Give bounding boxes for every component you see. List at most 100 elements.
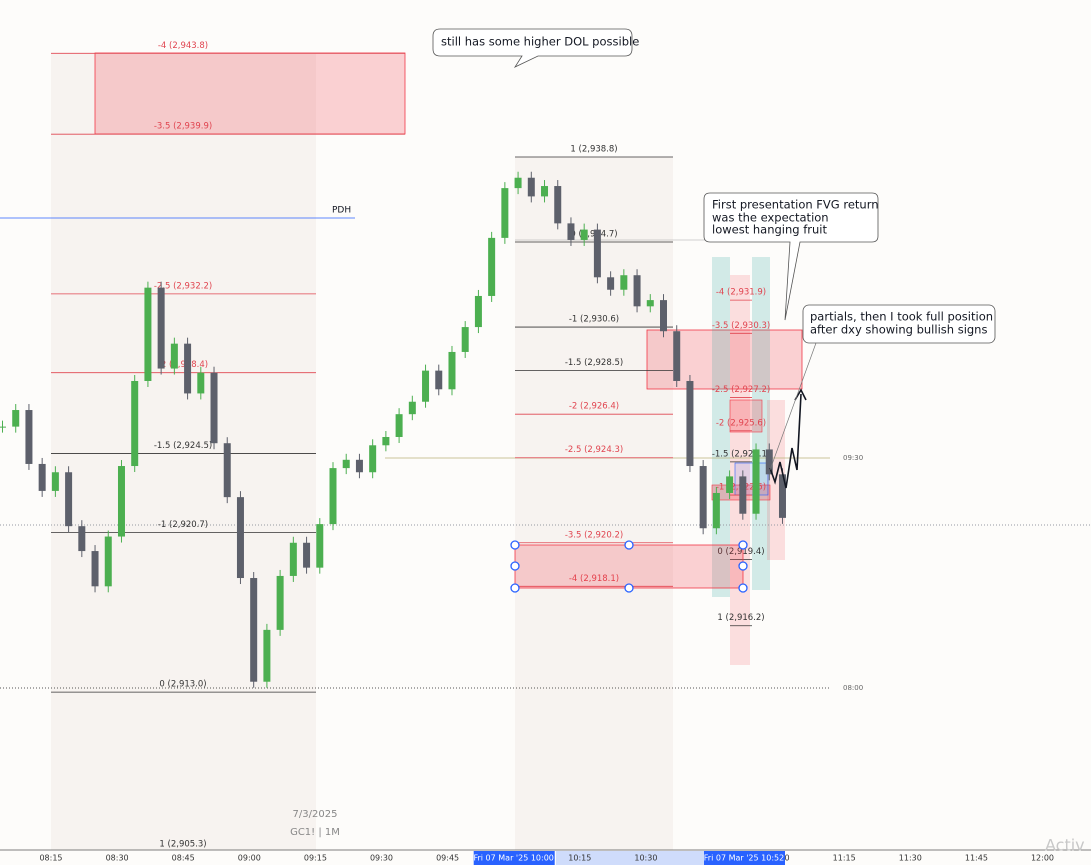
fib-label: 0 (2,913.0) <box>159 680 206 690</box>
candle-body <box>607 277 615 290</box>
candle-body <box>316 524 324 568</box>
candle-body <box>646 300 654 307</box>
fib-label: -1 (2,920.7) <box>158 520 208 530</box>
handle[interactable] <box>738 540 748 550</box>
candle-body <box>170 343 178 369</box>
handle[interactable] <box>510 540 520 550</box>
candle-body <box>541 186 549 197</box>
fib-label: -1 (2,930.6) <box>569 315 619 325</box>
fib-label: -2.5 (2,932.2) <box>154 281 212 291</box>
zone <box>94 52 406 135</box>
zone <box>729 399 763 433</box>
candle-body <box>448 351 456 390</box>
candle-body <box>765 449 773 475</box>
handle[interactable] <box>624 540 634 550</box>
time-label: 09:45 <box>436 854 459 863</box>
path-arrow <box>769 393 802 489</box>
handles <box>510 540 748 593</box>
candle-body <box>197 372 205 394</box>
fib-label: -3.5 (2,920.2) <box>565 530 623 540</box>
candle-body <box>236 497 244 579</box>
time-label: 09:00 <box>238 854 261 863</box>
time-label: 09:30 <box>370 854 393 863</box>
candle-body <box>474 295 482 328</box>
candle-body <box>699 466 707 529</box>
candle-body <box>712 492 720 529</box>
candle-body <box>382 436 390 446</box>
candle-body <box>752 449 760 514</box>
callout-pointer <box>769 342 817 471</box>
fib-label: -4 (2,918.1) <box>569 574 619 584</box>
session-label: 08:00 <box>843 684 863 692</box>
callout-text: was the expectation <box>712 211 829 225</box>
callout-box <box>432 28 633 68</box>
candle-body <box>78 526 86 552</box>
zone <box>646 329 803 390</box>
handle[interactable] <box>510 583 520 593</box>
candle-body <box>408 401 416 415</box>
callout-box <box>703 192 879 321</box>
candle-body <box>131 380 139 467</box>
handle[interactable] <box>510 561 520 571</box>
time-label: 08:30 <box>106 854 129 863</box>
time-label: 10:15 <box>568 854 591 863</box>
fib-label: 1 (2,905.3) <box>159 839 206 849</box>
candle-body <box>25 410 33 464</box>
candle-body <box>369 445 377 473</box>
candle-body <box>395 414 403 437</box>
candle-body <box>303 542 311 568</box>
fib-label: -1.5 (2,924.5) <box>154 441 212 451</box>
candle-body <box>778 474 786 518</box>
fib-label: -1.5 (2,924.1) <box>712 449 770 459</box>
footer-date: 7/3/2025 <box>293 809 338 820</box>
callout: partials, then I took full position afte… <box>769 304 996 471</box>
fib-label: 1 (2,938.8) <box>570 145 617 155</box>
callout-text: still has some higher DOL possible <box>441 35 639 49</box>
candle-body <box>276 575 284 630</box>
candle-body <box>117 466 125 537</box>
callout: First presentation FVG return was the ex… <box>703 192 879 321</box>
callout: still has some higher DOL possible <box>432 28 639 68</box>
candle-body <box>289 542 297 576</box>
candles <box>0 171 786 688</box>
fib-group: -4 (2,943.8) -3.5 (2,939.9) -2.5 (2,932.2)… <box>51 41 770 853</box>
candle-body <box>488 237 496 296</box>
candle-body <box>250 578 258 682</box>
fib-label: -3.5 (2,930.3) <box>712 321 770 331</box>
time-label: 08:45 <box>172 854 195 863</box>
fib-label: 0 (2,919.4) <box>717 547 764 557</box>
candle-body <box>673 331 681 381</box>
watermark: Activ <box>1045 836 1085 855</box>
time-label: 11:15 <box>833 854 856 863</box>
candle-body <box>580 229 588 240</box>
candle-body <box>660 300 667 332</box>
candle-body <box>567 223 575 240</box>
candle-body <box>554 186 562 224</box>
candle-body <box>514 177 522 189</box>
fib-label: -2.5 (2,927.2) <box>712 385 770 395</box>
candle-body <box>51 472 59 491</box>
time-highlight <box>473 851 555 865</box>
fib-label: 1 (2,916.2) <box>717 613 764 623</box>
time-label: Fri 07 Mar '25 10:00 <box>473 854 553 863</box>
candle-body <box>342 459 350 469</box>
time-label: 11:45 <box>965 854 988 863</box>
zone[interactable] <box>514 544 744 589</box>
handle[interactable] <box>624 583 634 593</box>
fib-label: -4 (2,943.8) <box>158 41 208 51</box>
candle-body <box>527 177 535 197</box>
time-label: 11:30 <box>899 854 922 863</box>
candle-body <box>184 343 192 394</box>
time-label: 12:00 <box>1031 854 1054 863</box>
fib-label: -2 (2,928.4) <box>158 360 208 370</box>
callout-text: First presentation FVG return <box>712 198 879 212</box>
range-highlight <box>556 851 706 865</box>
fib-label: -2 (2,925.6) <box>716 418 766 428</box>
handle[interactable] <box>738 561 748 571</box>
candle-body <box>12 410 20 427</box>
candle-body <box>461 327 469 352</box>
candle-body <box>0 426 6 428</box>
handle[interactable] <box>738 583 748 593</box>
candle-body <box>104 536 112 587</box>
